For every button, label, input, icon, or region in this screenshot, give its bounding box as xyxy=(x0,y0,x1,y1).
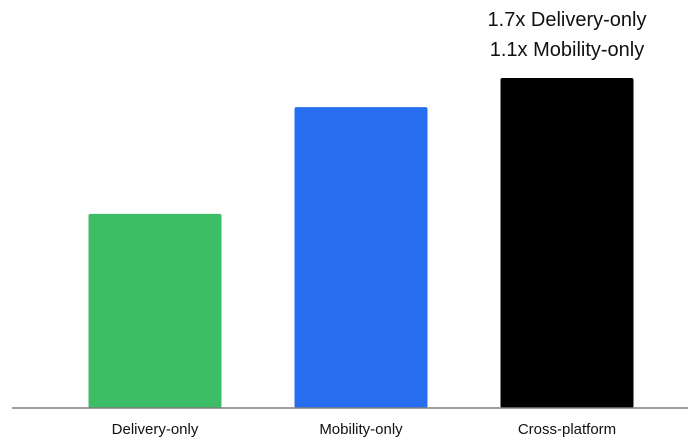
category-label-mobility-only: Mobility-only xyxy=(319,421,403,438)
annotations-group: 1.7x Delivery-only 1.1x Mobility-only xyxy=(488,9,647,61)
bar-mobility-only xyxy=(294,107,428,408)
annotation-line-1: 1.7x Delivery-only xyxy=(488,9,647,31)
category-label-cross-platform: Cross-platform xyxy=(518,421,616,438)
bars-group xyxy=(88,78,634,408)
category-labels-group: Delivery-only Mobility-only Cross-platform xyxy=(112,421,617,438)
category-label-delivery-only: Delivery-only xyxy=(112,421,199,438)
bar-delivery-only xyxy=(88,213,222,408)
bar-cross-platform xyxy=(500,78,634,408)
annotation-line-2: 1.1x Mobility-only xyxy=(490,39,645,61)
